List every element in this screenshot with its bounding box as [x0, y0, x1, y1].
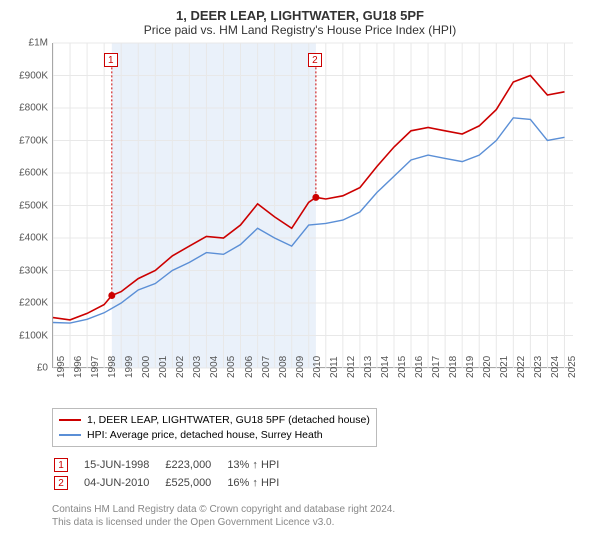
transaction-price: £525,000: [165, 475, 225, 491]
x-axis-label: 2009: [295, 356, 306, 378]
x-axis-label: 2005: [226, 356, 237, 378]
x-axis-label: 2021: [499, 356, 510, 378]
x-axis-label: 2022: [516, 356, 527, 378]
transaction-price: £223,000: [165, 457, 225, 473]
y-axis-label: £800K: [12, 103, 48, 114]
x-axis-label: 2000: [141, 356, 152, 378]
x-axis-label: 1995: [56, 356, 67, 378]
legend-swatch: [59, 419, 81, 421]
x-axis-label: 2001: [158, 356, 169, 378]
attribution-line-2: This data is licensed under the Open Gov…: [52, 516, 588, 529]
y-axis-label: £100K: [12, 330, 48, 341]
legend-label: 1, DEER LEAP, LIGHTWATER, GU18 5PF (deta…: [87, 413, 370, 428]
x-axis-label: 2012: [346, 356, 357, 378]
chart-legend: 1, DEER LEAP, LIGHTWATER, GU18 5PF (deta…: [52, 408, 377, 447]
x-axis-label: 2014: [380, 356, 391, 378]
x-axis-label: 1999: [124, 356, 135, 378]
x-axis-label: 2002: [175, 356, 186, 378]
legend-label: HPI: Average price, detached house, Surr…: [87, 428, 323, 443]
y-axis-label: £0: [12, 363, 48, 374]
x-axis-label: 2011: [329, 356, 340, 378]
y-axis-label: £600K: [12, 168, 48, 179]
transaction-marker: 2: [308, 53, 322, 67]
transaction-delta: 16% ↑ HPI: [227, 475, 293, 491]
x-axis-label: 1997: [90, 356, 101, 378]
x-axis-label: 2015: [397, 356, 408, 378]
x-axis-label: 2019: [465, 356, 476, 378]
x-axis-label: 2018: [448, 356, 459, 378]
legend-item: HPI: Average price, detached house, Surr…: [59, 428, 370, 443]
transactions-table: 1 15-JUN-1998£223,00013% ↑ HPI 2 04-JUN-201…: [52, 455, 295, 493]
y-axis-label: £900K: [12, 70, 48, 81]
x-axis-label: 2020: [482, 356, 493, 378]
chart-subtitle: Price paid vs. HM Land Registry's House …: [12, 23, 588, 37]
x-axis-label: 2007: [261, 356, 272, 378]
transaction-marker: 2: [54, 476, 68, 490]
x-axis-label: 2003: [192, 356, 203, 378]
y-axis-label: £700K: [12, 135, 48, 146]
x-axis-label: 2013: [363, 356, 374, 378]
x-axis-label: 1998: [107, 356, 118, 378]
x-axis-label: 2008: [278, 356, 289, 378]
y-axis-label: £500K: [12, 200, 48, 211]
legend-swatch: [59, 434, 81, 436]
transaction-date: 15-JUN-1998: [84, 457, 163, 473]
x-axis-label: 2025: [567, 356, 578, 378]
price-chart: £0 £100K £200K £300K £400K £500K £600K £700K £80…: [12, 43, 572, 402]
transaction-marker: 1: [104, 53, 118, 67]
x-axis-label: 2006: [244, 356, 255, 378]
data-attribution: Contains HM Land Registry data © Crown c…: [52, 503, 588, 529]
y-axis-label: £1M: [12, 38, 48, 49]
x-axis-label: 2016: [414, 356, 425, 378]
table-row: 2 04-JUN-2010£525,00016% ↑ HPI: [54, 475, 293, 491]
x-axis-label: 2024: [550, 356, 561, 378]
y-axis-label: £400K: [12, 233, 48, 244]
transaction-date: 04-JUN-2010: [84, 475, 163, 491]
table-row: 1 15-JUN-1998£223,00013% ↑ HPI: [54, 457, 293, 473]
y-axis-label: £200K: [12, 298, 48, 309]
transaction-marker: 1: [54, 458, 68, 472]
transaction-delta: 13% ↑ HPI: [227, 457, 293, 473]
chart-title: 1, DEER LEAP, LIGHTWATER, GU18 5PF: [12, 8, 588, 23]
legend-item: 1, DEER LEAP, LIGHTWATER, GU18 5PF (deta…: [59, 413, 370, 428]
attribution-line-1: Contains HM Land Registry data © Crown c…: [52, 503, 588, 516]
x-axis-label: 2017: [431, 356, 442, 378]
y-axis-label: £300K: [12, 265, 48, 276]
x-axis-label: 2010: [312, 356, 323, 378]
x-axis-label: 2004: [209, 356, 220, 378]
x-axis-label: 2023: [533, 356, 544, 378]
x-axis-label: 1996: [73, 356, 84, 378]
